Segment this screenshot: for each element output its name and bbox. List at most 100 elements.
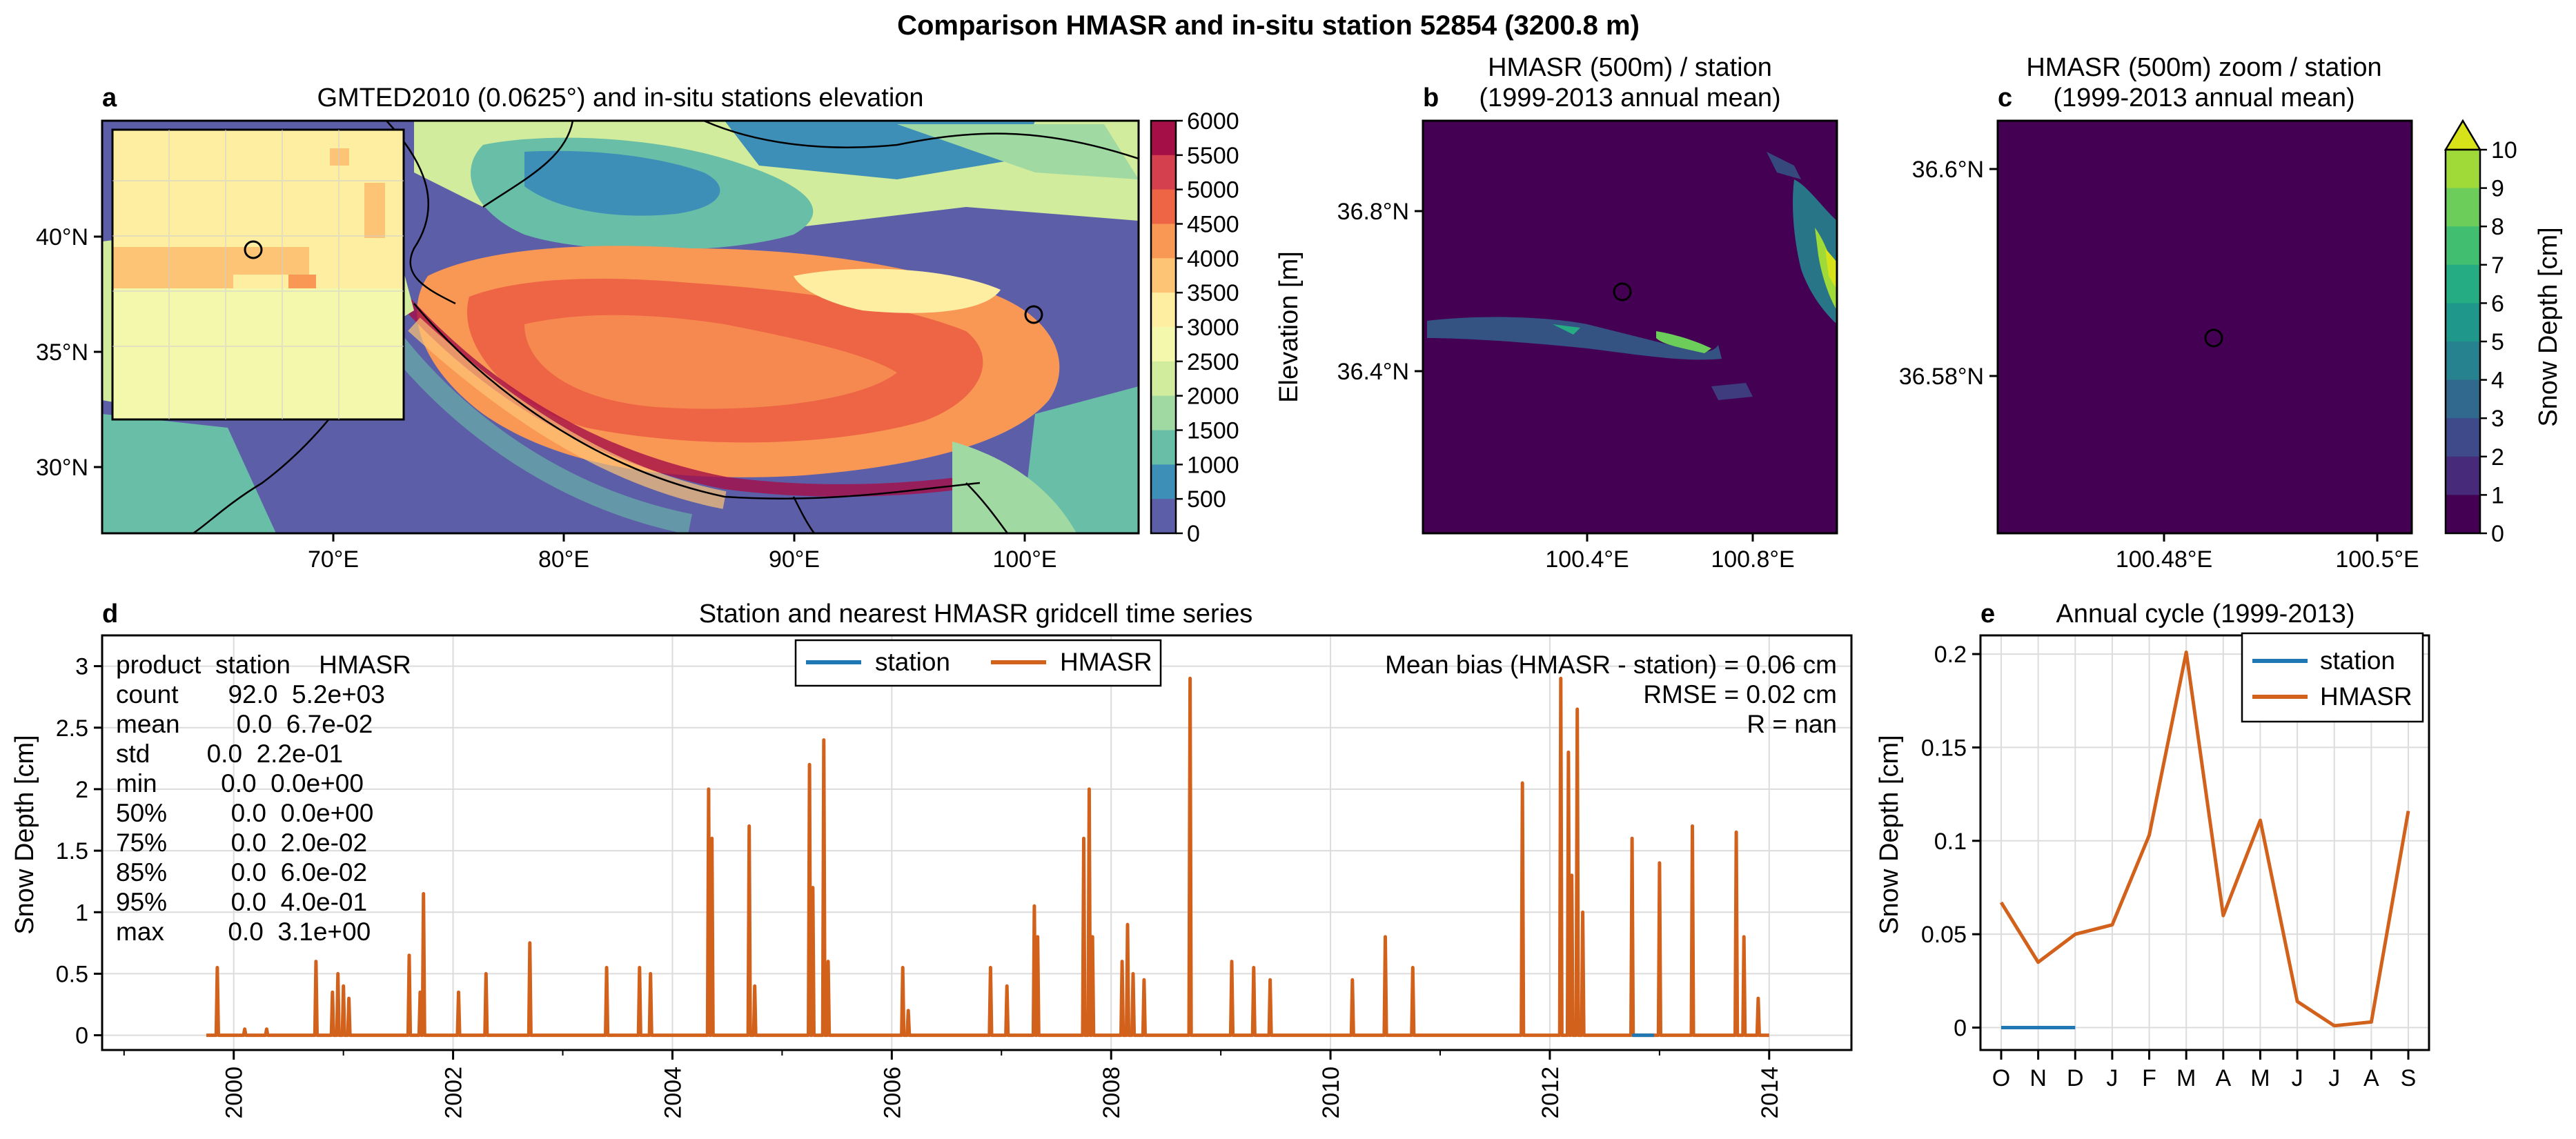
colorbar-tick-label: 6000	[1187, 108, 1239, 135]
colorbar-tick-label: 0	[1187, 521, 1200, 547]
x-tick-label: 2010	[1318, 1067, 1344, 1119]
colorbar-tick-label: 4000	[1187, 246, 1239, 272]
inset-map	[111, 128, 405, 421]
panel-e: e Annual cycle (1999-2013) Snow Depth [c…	[1875, 600, 2430, 1091]
legend-label-station: station	[875, 648, 950, 676]
y-tick-label: 0.05	[1921, 922, 1967, 948]
panel-d: d Station and nearest HMASR gridcell tim…	[10, 600, 1853, 1119]
panel-c-title-line2: (1999-2013 annual mean)	[2053, 83, 2354, 112]
x-tick-label: A	[2215, 1065, 2231, 1091]
panel-b-frame	[1422, 119, 1838, 535]
snow-depth-zoom-map	[1998, 121, 2412, 533]
panel-a-title: GMTED2010 (0.0625°) and in-situ stations…	[317, 83, 923, 112]
colorbar-segment	[1151, 430, 1176, 465]
panel-e-title: Annual cycle (1999-2013)	[2056, 600, 2354, 628]
colorbar-tick-label: 2000	[1187, 384, 1239, 410]
panel-c-frame	[1996, 119, 2413, 535]
stats-row: 75% 0.0 2.0e-02	[116, 829, 367, 857]
colorbar-tick-label: 4	[2491, 368, 2504, 394]
colorbar-segment	[2446, 226, 2480, 266]
stats-row: count 92.0 5.2e+03	[116, 680, 385, 709]
a-ytick-30: 30°N	[36, 455, 88, 481]
colorbar-tick-label: 4500	[1187, 212, 1239, 238]
legend-label-hmasr-e: HMASR	[2320, 682, 2412, 711]
panel-a-xticks: 70°E 80°E 90°E 100°E	[308, 533, 1057, 573]
station-marker-b	[1613, 282, 1632, 301]
colorbar-extend-triangle	[2444, 119, 2482, 151]
colorbar-tick-label: 500	[1187, 486, 1226, 513]
colorbar-tick-label: 6	[2491, 290, 2504, 317]
colorbar-segment	[2446, 418, 2480, 457]
panel-b-letter: b	[1423, 83, 1439, 112]
x-tick-label: 2000	[222, 1067, 248, 1119]
rmse-text: RMSE = 0.02 cm	[1643, 680, 1837, 709]
y-tick-label: 1.5	[56, 838, 88, 864]
colorbar-segment	[2446, 264, 2480, 304]
colorbar-segment	[1151, 361, 1176, 397]
station-marker-c	[2204, 328, 2223, 348]
panel-b: b HMASR (500m) / station (1999-2013 annu…	[1337, 53, 1838, 573]
colorbar-segment	[1151, 293, 1176, 328]
stats-row: 50% 0.0 0.0e+00	[116, 799, 373, 827]
panel-e-frame	[1979, 634, 2430, 1051]
panel-a-frame	[101, 119, 1140, 535]
colorbar-tick-label: 2	[2491, 444, 2504, 471]
colorbar-tick-label: 2500	[1187, 349, 1239, 375]
c-ytick-2: 36.58°N	[1899, 364, 1984, 390]
x-tick-label: 2006	[879, 1067, 905, 1119]
stats-row: 85% 0.0 6.0e-02	[116, 858, 367, 887]
panel-b-title-line2: (1999-2013 annual mean)	[1479, 83, 1780, 112]
panel-c-title-line1: HMASR (500m) zoom / station	[2026, 53, 2381, 82]
a-xtick-90: 90°E	[769, 546, 820, 573]
colorbar-tick-label: 3500	[1187, 280, 1239, 306]
legend-box-e	[2241, 632, 2424, 723]
panel-d-metrics: Mean bias (HMASR - station) = 0.06 cm RM…	[1385, 651, 1837, 738]
colorbar-segment	[1151, 121, 1176, 156]
colorbar-segment	[1151, 258, 1176, 293]
stats-header: product station HMASR	[116, 651, 411, 679]
y-tick-label: 0.15	[1921, 735, 1967, 761]
correlation-text: R = nan	[1747, 710, 1837, 738]
colorbar-segment	[1151, 155, 1176, 190]
panel-d-stats-table: product station HMASR count 92.0 5.2e+03…	[116, 651, 411, 946]
x-tick-label: A	[2363, 1065, 2379, 1091]
b-ytick-1: 36.8°N	[1337, 199, 1409, 225]
legend-label-hmasr: HMASR	[1060, 648, 1152, 676]
colorbar-segment	[1151, 395, 1176, 430]
x-tick-label: 2002	[441, 1067, 467, 1119]
panel-d-legend: station HMASR	[794, 639, 1162, 687]
mean-bias-text: Mean bias (HMASR - station) = 0.06 cm	[1385, 651, 1837, 679]
colorbar-segment	[2446, 303, 2480, 342]
colorbar-segment	[2446, 456, 2480, 495]
y-tick-label: 2	[75, 777, 88, 803]
x-tick-label: D	[2067, 1065, 2084, 1091]
x-tick-label: 2008	[1099, 1067, 1125, 1119]
colorbar-tick-label: 3	[2491, 406, 2504, 432]
colorbar-tick-label: 10	[2491, 137, 2517, 164]
y-tick-label: 3	[75, 654, 88, 680]
panel-e-letter: e	[1980, 600, 1995, 628]
b-ytick-2: 36.4°N	[1337, 359, 1409, 385]
colorbar-tick-label: 3000	[1187, 315, 1239, 341]
x-tick-label: 2012	[1537, 1067, 1564, 1119]
colorbar-segment	[2446, 188, 2480, 227]
a-xtick-80: 80°E	[538, 546, 589, 573]
stats-row: 95% 0.0 4.0e-01	[116, 888, 367, 916]
panel-e-ylabel: Snow Depth [cm]	[1875, 735, 1904, 934]
snow-depth-colorbar-label: Snow Depth [cm]	[2534, 227, 2563, 426]
b-xtick-2: 100.8°E	[1711, 546, 1794, 573]
c-ytick-1: 36.6°N	[1912, 157, 1984, 183]
snow-depth-patches	[1427, 152, 1837, 400]
x-tick-label: J	[2328, 1065, 2340, 1091]
colorbar-segment	[2446, 341, 2480, 381]
colorbar-segment	[1151, 224, 1176, 259]
stats-row: mean 0.0 6.7e-02	[116, 710, 373, 738]
colorbar-segment	[2446, 150, 2480, 189]
colorbar-segment	[1151, 189, 1176, 224]
colorbar-tick-label: 1	[2491, 482, 2504, 508]
colorbar-segment	[1151, 464, 1176, 499]
figure-title: Comparison HMASR and in-situ station 528…	[897, 10, 1640, 41]
c-xtick-2: 100.5°E	[2335, 546, 2419, 573]
panel-a: a GMTED2010 (0.0625°) and in-situ statio…	[36, 83, 1304, 573]
